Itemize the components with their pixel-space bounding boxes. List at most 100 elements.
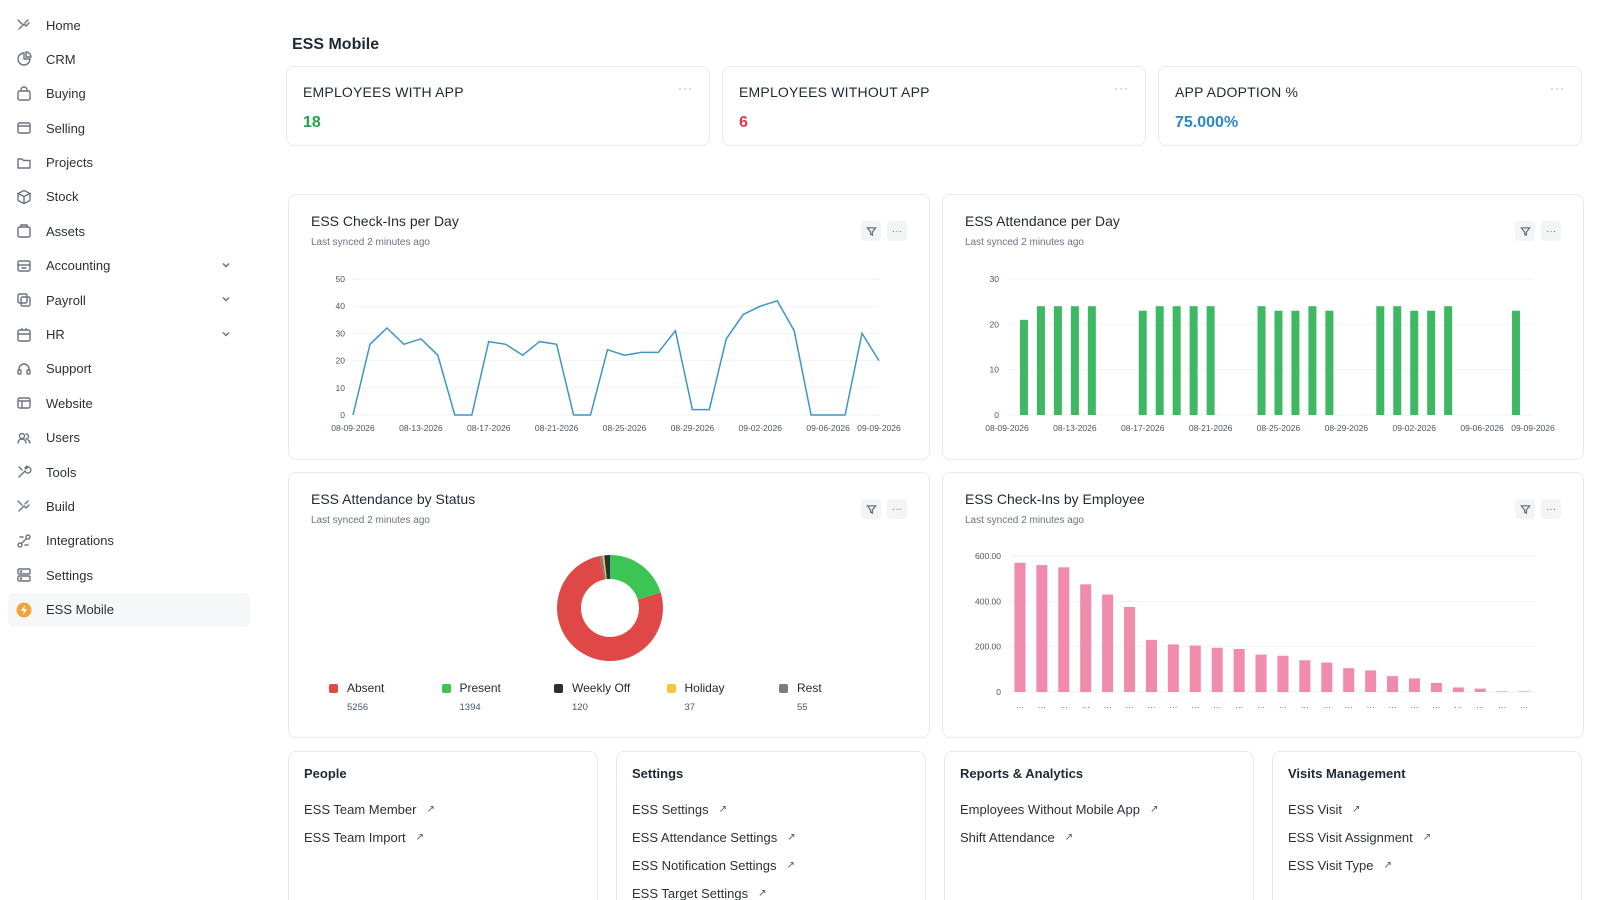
sidebar-item-selling[interactable]: Selling	[8, 111, 250, 145]
bar[interactable]	[1036, 565, 1048, 692]
chevron-down-icon[interactable]	[220, 293, 234, 307]
bar[interactable]	[1512, 310, 1521, 415]
bar[interactable]	[1518, 691, 1530, 692]
shortcut-link[interactable]: ESS Team Import ↗	[304, 823, 435, 851]
chevron-down-icon[interactable]	[220, 328, 234, 342]
bar[interactable]	[1080, 584, 1092, 692]
sidebar-item-payroll[interactable]: Payroll	[8, 283, 250, 317]
bar[interactable]	[1233, 648, 1245, 692]
bar[interactable]	[1427, 310, 1436, 415]
bar[interactable]	[1124, 607, 1136, 692]
bar[interactable]	[1277, 655, 1289, 692]
bar[interactable]	[1452, 687, 1464, 692]
shortcut-link[interactable]: ESS Attendance Settings ↗	[632, 823, 796, 851]
bar[interactable]	[1444, 306, 1453, 415]
bar[interactable]	[1474, 688, 1486, 692]
filter-button[interactable]	[1515, 221, 1535, 241]
chevron-down-icon[interactable]	[220, 259, 234, 273]
bar[interactable]	[1145, 639, 1157, 692]
sidebar-item-website[interactable]: Website	[8, 386, 250, 420]
bar[interactable]	[1206, 306, 1215, 415]
bar[interactable]	[1430, 682, 1442, 692]
bar[interactable]	[1387, 676, 1399, 692]
filter-button[interactable]	[861, 221, 881, 241]
sidebar-item-assets[interactable]: Assets	[8, 214, 250, 248]
bar[interactable]	[1138, 310, 1147, 415]
bar[interactable]	[1410, 310, 1419, 415]
sidebar-item-settings[interactable]: Settings	[8, 558, 250, 592]
number-card-app-adoption[interactable]: APP ADOPTION % 75.000% ···	[1158, 66, 1582, 146]
bar[interactable]	[1036, 306, 1045, 415]
filter-button[interactable]	[1515, 499, 1535, 519]
bar[interactable]	[1155, 306, 1164, 415]
shortcut-link[interactable]: Employees Without Mobile App ↗	[960, 795, 1158, 823]
bar[interactable]	[1255, 654, 1267, 692]
number-card-employees-with-app[interactable]: EMPLOYEES WITH APP 18 ···	[286, 66, 710, 146]
more-options-icon[interactable]: ···	[1114, 81, 1129, 95]
shortcut-link[interactable]: ESS Team Member ↗	[304, 795, 435, 823]
bar[interactable]	[1087, 306, 1096, 415]
shortcut-link[interactable]: ESS Visit Assignment ↗	[1288, 823, 1431, 851]
bar[interactable]	[1496, 691, 1508, 692]
bar[interactable]	[1393, 306, 1402, 415]
shortcut-link[interactable]: Shift Attendance ↗	[960, 823, 1158, 851]
legend-item-absent[interactable]: Absent 5256	[329, 681, 439, 713]
legend-item-rest[interactable]: Rest 55	[779, 681, 889, 713]
filter-button[interactable]	[861, 499, 881, 519]
sidebar-item-support[interactable]: Support	[8, 352, 250, 386]
bar[interactable]	[1308, 306, 1317, 415]
legend-item-present[interactable]: Present 1394	[441, 681, 552, 713]
more-options-icon[interactable]: ···	[1550, 81, 1565, 95]
bar[interactable]	[1102, 594, 1114, 692]
bar[interactable]	[1058, 567, 1070, 692]
bar[interactable]	[1325, 310, 1334, 415]
shortcut-link[interactable]: ESS Visit ↗	[1288, 795, 1431, 823]
shortcut-link[interactable]: ESS Visit Type ↗	[1288, 851, 1431, 879]
bar[interactable]	[1299, 660, 1311, 692]
shortcut-link[interactable]: ESS Notification Settings ↗	[632, 851, 796, 879]
chart-options-button[interactable]: ···	[887, 499, 907, 519]
chart-options-button[interactable]: ···	[887, 221, 907, 241]
bar[interactable]	[1014, 562, 1026, 692]
more-options-icon[interactable]: ···	[678, 81, 693, 95]
sidebar-item-tools[interactable]: Tools	[8, 455, 250, 489]
bar[interactable]	[1172, 306, 1181, 415]
bar[interactable]	[1291, 310, 1300, 415]
bar[interactable]	[1189, 645, 1201, 692]
sidebar-item-users[interactable]: Users	[8, 421, 250, 455]
bar[interactable]	[1408, 678, 1420, 692]
bar[interactable]	[1343, 668, 1355, 692]
sidebar-item-hr[interactable]: HR	[8, 318, 250, 352]
bar[interactable]	[1211, 647, 1223, 692]
chart-options-button[interactable]: ···	[1541, 221, 1561, 241]
sidebar-item-build[interactable]: Build	[8, 489, 250, 523]
bar[interactable]	[1189, 306, 1198, 415]
sidebar-item-home[interactable]: Home	[8, 8, 250, 42]
shortcut-link[interactable]: ESS Target Settings ↗	[632, 879, 796, 900]
pie-slice-rest[interactable]	[599, 555, 606, 580]
legend-item-holiday[interactable]: Holiday 37	[666, 681, 777, 713]
pie-slice-holiday[interactable]	[602, 555, 607, 580]
pie-slice-absent[interactable]	[557, 555, 663, 661]
bar[interactable]	[1376, 306, 1385, 415]
sidebar-item-accounting[interactable]: Accounting	[8, 249, 250, 283]
sidebar-item-projects[interactable]: Projects	[8, 146, 250, 180]
pie-slice-present[interactable]	[610, 555, 661, 600]
sidebar-item-integrations[interactable]: Integrations	[8, 524, 250, 558]
bar[interactable]	[1274, 310, 1283, 415]
bar[interactable]	[1321, 662, 1333, 692]
bar[interactable]	[1053, 306, 1062, 415]
legend-item-weekly-off[interactable]: Weekly Off 120	[554, 681, 664, 713]
bar[interactable]	[1019, 319, 1028, 415]
chart-options-button[interactable]: ···	[1541, 499, 1561, 519]
sidebar-item-ess-mobile[interactable]: ESS Mobile	[8, 592, 250, 627]
sidebar-item-buying[interactable]: Buying	[8, 77, 250, 111]
sidebar-item-crm[interactable]: CRM	[8, 42, 250, 76]
pie-slice-weekly-off[interactable]	[604, 555, 610, 580]
shortcut-link[interactable]: ESS Settings ↗	[632, 795, 796, 823]
bar[interactable]	[1167, 644, 1179, 692]
bar[interactable]	[1070, 306, 1079, 415]
number-card-employees-without-app[interactable]: EMPLOYEES WITHOUT APP 6 ···	[722, 66, 1146, 146]
bar[interactable]	[1257, 306, 1266, 415]
sidebar-item-stock[interactable]: Stock	[8, 180, 250, 214]
